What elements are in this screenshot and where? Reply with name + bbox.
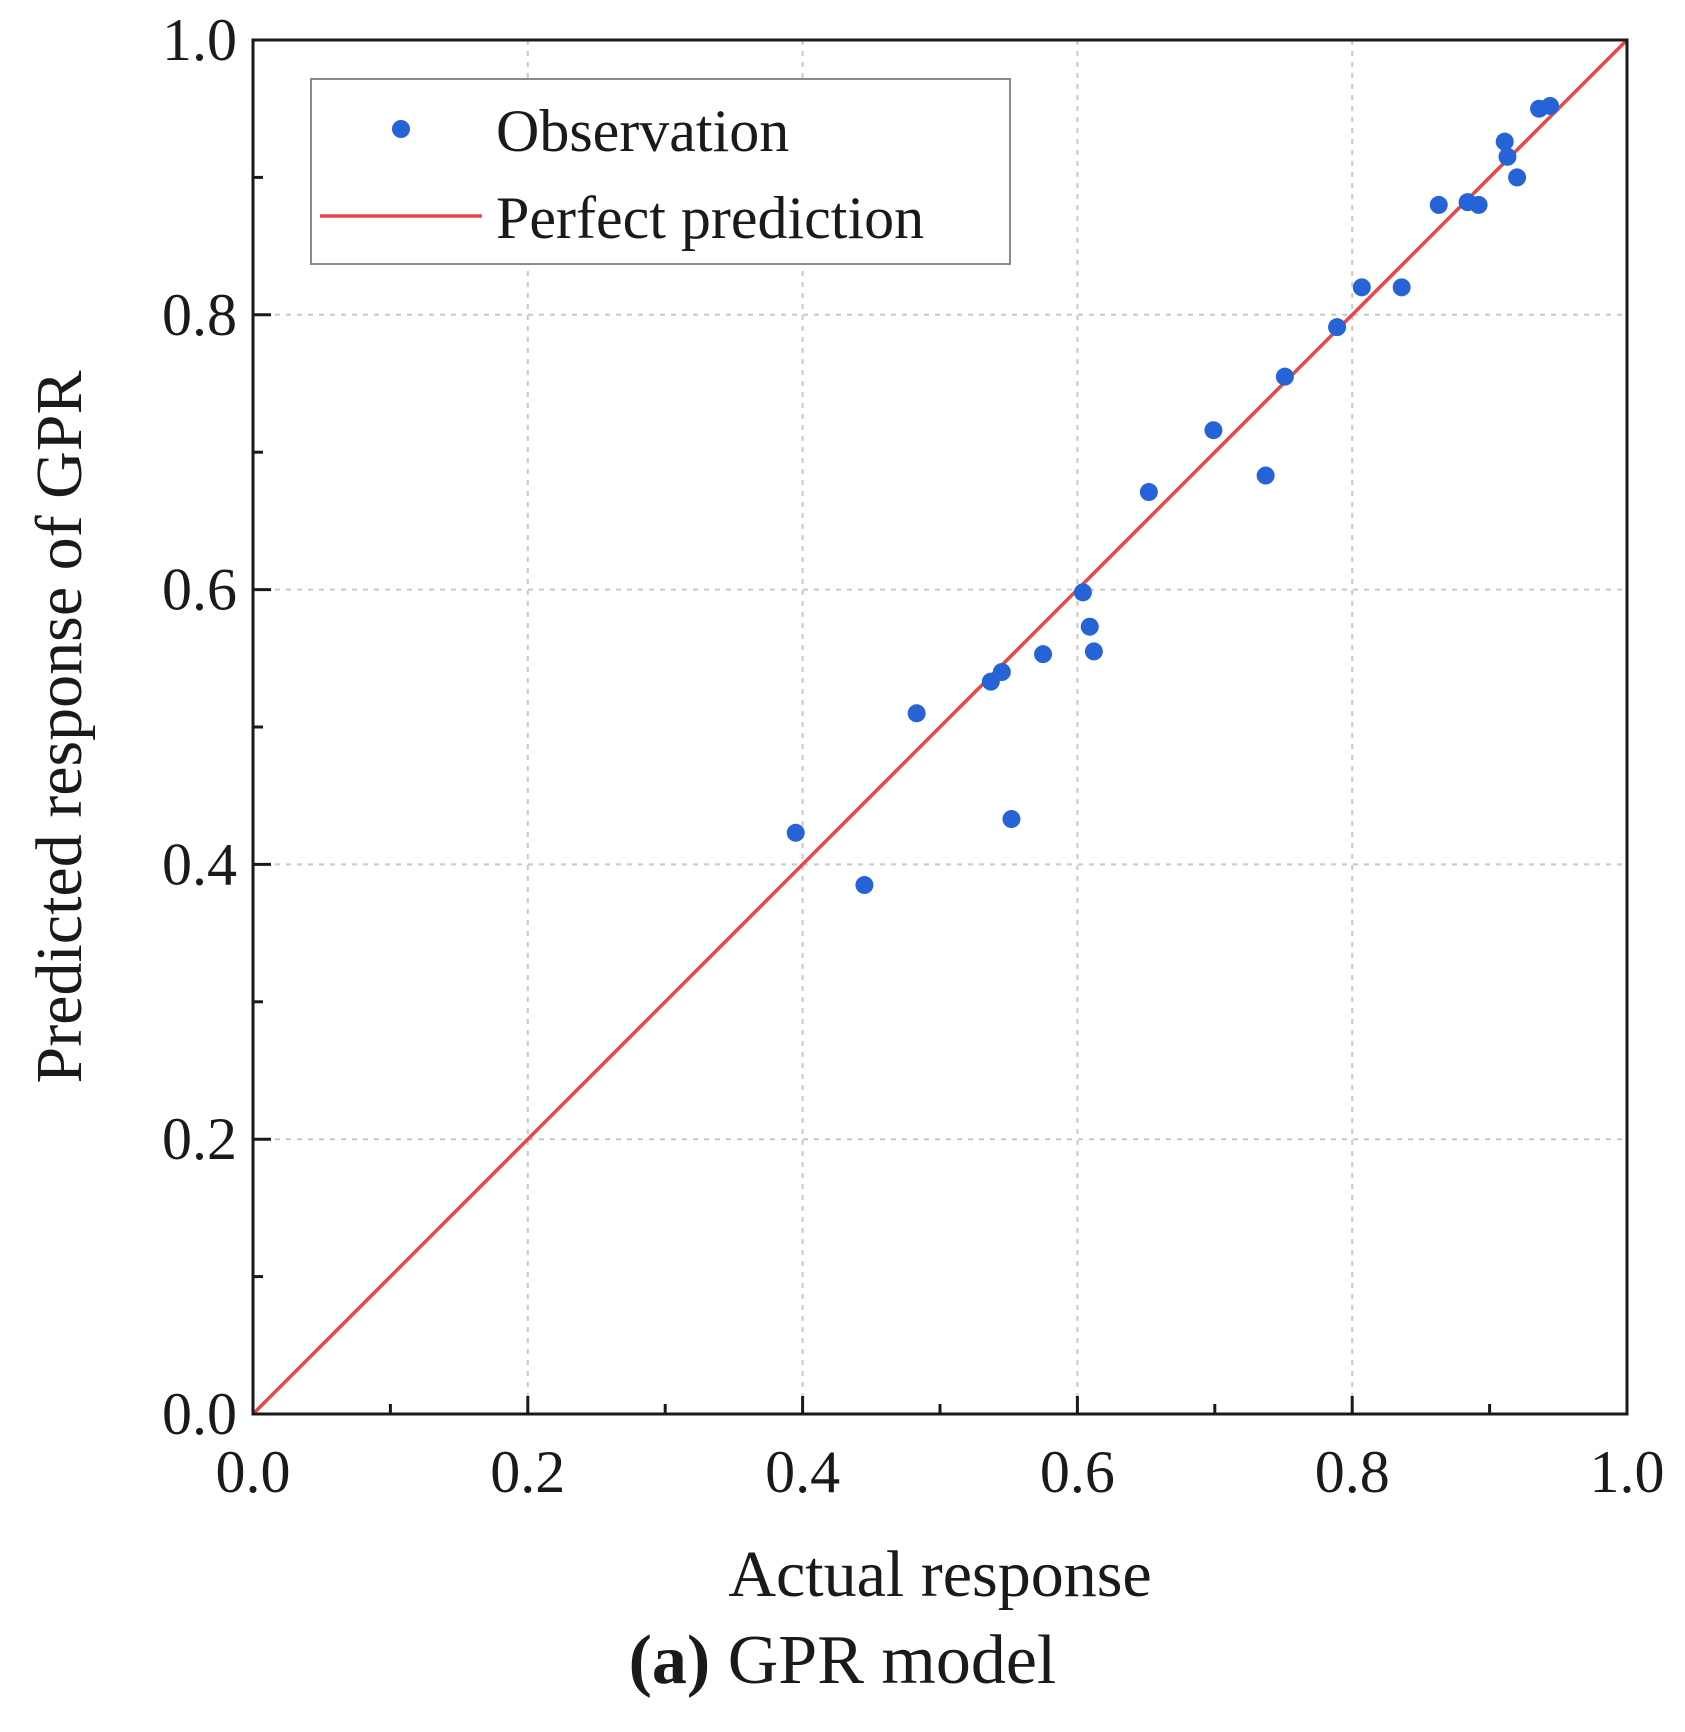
axis-ticks	[251, 38, 1629, 1416]
observation-point	[786, 823, 805, 842]
figure-caption: (a) GPR model	[0, 1616, 1685, 1706]
observation-point	[1256, 466, 1275, 485]
observation-point	[1275, 367, 1294, 386]
caption-text: GPR model	[710, 1622, 1057, 1699]
observation-point	[1139, 483, 1158, 502]
observation-point	[1080, 617, 1099, 636]
y-axis-title: Predicted response of GPR	[23, 370, 96, 1083]
observation-point	[907, 704, 926, 723]
x-tick-label: 0.2	[490, 1439, 565, 1505]
legend: Observation Perfect prediction	[310, 78, 1011, 265]
y-tick-label: 0.4	[162, 831, 237, 897]
observation-point	[1508, 168, 1527, 187]
observation-point	[1084, 642, 1103, 661]
caption-label: (a)	[628, 1622, 711, 1699]
y-tick-label: 0.0	[162, 1381, 237, 1447]
observation-point	[1469, 195, 1488, 214]
observation-point	[1429, 195, 1448, 214]
observation-point	[992, 663, 1011, 682]
observation-point	[855, 876, 874, 895]
legend-observation-marker	[392, 120, 410, 138]
legend-perfect-prediction-label: Perfect prediction	[496, 185, 924, 251]
observation-point	[1328, 318, 1347, 337]
x-axis-title: Actual response	[728, 1538, 1151, 1610]
observation-point	[1002, 810, 1021, 829]
observation-point	[1352, 278, 1371, 297]
y-tick-label: 1.0	[162, 7, 237, 73]
x-tick-label: 0.0	[216, 1439, 291, 1505]
y-tick-label: 0.8	[162, 282, 237, 348]
perfect-prediction-line	[251, 38, 1629, 1416]
observation-point	[1541, 96, 1560, 115]
observation-point	[1073, 583, 1092, 602]
legend-observation-label: Observation	[496, 98, 789, 164]
y-tick-label: 0.6	[162, 557, 237, 623]
observation-point	[1495, 132, 1514, 151]
legend-box	[310, 78, 1011, 265]
tick-labels: 0.0 0.2 0.4 0.6 0.8 1.0 0.0 0.2 0.4 0.6 0.8 1.0	[162, 7, 1665, 1505]
observation-point	[1498, 147, 1517, 166]
observation-point	[1392, 278, 1411, 297]
chart-series	[251, 38, 1629, 1416]
y-tick-label: 0.2	[162, 1106, 237, 1172]
grid-lines	[253, 40, 1627, 1414]
x-tick-label: 0.6	[1040, 1439, 1115, 1505]
observation-point	[1204, 421, 1223, 440]
scatter-chart: 0.0 0.2 0.4 0.6 0.8 1.0 0.0 0.2 0.4 0.6 0.8 1.0 Act…	[23, 7, 1665, 1610]
x-tick-label: 1.0	[1590, 1439, 1665, 1505]
x-tick-label: 0.8	[1315, 1439, 1390, 1505]
observation-point	[1034, 645, 1053, 664]
x-tick-label: 0.4	[765, 1439, 840, 1505]
